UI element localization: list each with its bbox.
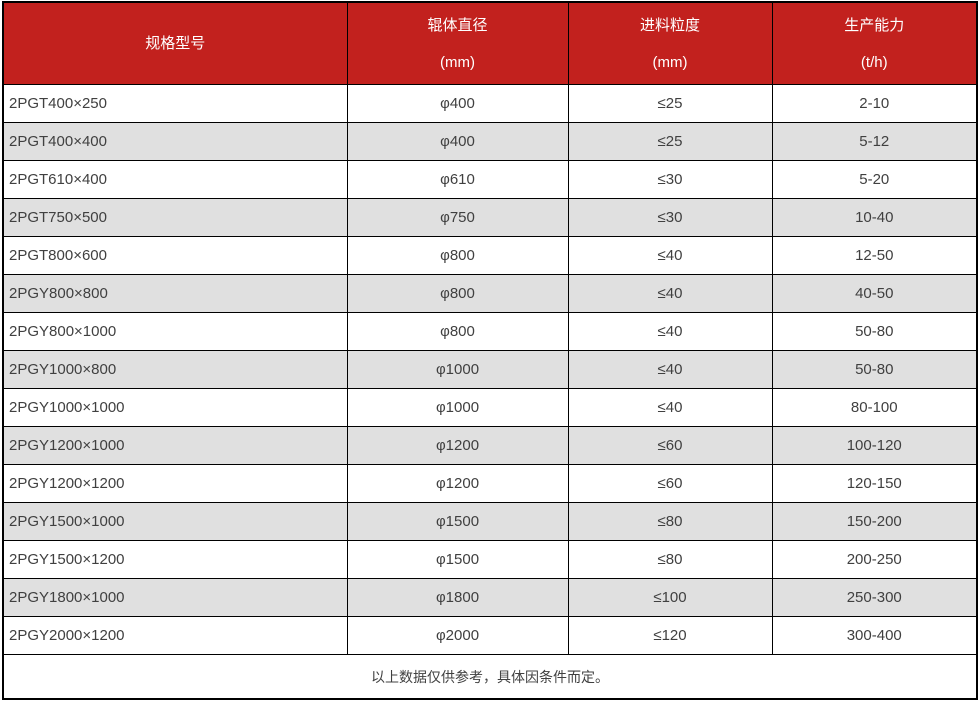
value-cell: 120-150 (771, 464, 978, 503)
table-row: 2PGY800×800 φ800 ≤40 40-50 (2, 274, 978, 313)
value-cell: ≤60 (567, 464, 773, 503)
table-row: 2PGT400×250 φ400 ≤25 2-10 (2, 84, 978, 123)
value-cell: 200-250 (771, 540, 978, 579)
value-cell: ≤25 (567, 84, 773, 123)
column-unit: (mm) (652, 53, 688, 71)
spec-table-body: 2PGT400×250 φ400 ≤25 2-10 2PGT400×400 φ400 ≤25… (2, 84, 978, 655)
value-cell: φ1500 (346, 540, 569, 579)
value-cell: ≤40 (567, 312, 773, 351)
table-row: 2PGY2000×1200 φ2000 ≤120 300-400 (2, 616, 978, 655)
footnote-row: 以上数据仅供参考，具体因条件而定。 (2, 654, 978, 700)
value-cell: ≤40 (567, 388, 773, 427)
table-row: 2PGY1800×1000 φ1800 ≤100 250-300 (2, 578, 978, 617)
value-cell: φ400 (346, 84, 569, 123)
table-row: 2PGT750×500 φ750 ≤30 10-40 (2, 198, 978, 237)
value-cell: φ750 (346, 198, 569, 237)
column-unit: (mm) (440, 53, 475, 71)
column-header-capacity: 生产能力 (t/h) (771, 1, 978, 85)
value-cell: φ800 (346, 312, 569, 351)
value-cell: 5-20 (771, 160, 978, 199)
column-header-model: 规格型号 (2, 1, 348, 85)
value-cell: 80-100 (771, 388, 978, 427)
model-cell: 2PGY1500×1000 (2, 502, 348, 541)
value-cell: 2-10 (771, 84, 978, 123)
model-cell: 2PGY1800×1000 (2, 578, 348, 617)
column-title: 进料粒度 (639, 16, 700, 34)
table-header: 规格型号 辊体直径 (mm) 进料粒度 (mm) 生产能力 (t/h) (2, 1, 978, 85)
model-cell: 2PGY1000×1000 (2, 388, 348, 427)
table-row: 2PGY800×1000 φ800 ≤40 50-80 (2, 312, 978, 351)
value-cell: φ610 (346, 160, 569, 199)
model-cell: 2PGY2000×1200 (2, 616, 348, 655)
model-cell: 2PGY1200×1200 (2, 464, 348, 503)
value-cell: φ400 (346, 122, 569, 161)
value-cell: φ2000 (346, 616, 569, 655)
value-cell: ≤120 (567, 616, 773, 655)
table-row: 2PGT610×400 φ610 ≤30 5-20 (2, 160, 978, 199)
table-row: 2PGY1500×1200 φ1500 ≤80 200-250 (2, 540, 978, 579)
value-cell: ≤25 (567, 122, 773, 161)
value-cell: ≤80 (567, 540, 773, 579)
value-cell: ≤80 (567, 502, 773, 541)
value-cell: φ1500 (346, 502, 569, 541)
value-cell: φ1800 (346, 578, 569, 617)
model-cell: 2PGT750×500 (2, 198, 348, 237)
column-title: 规格型号 (145, 35, 206, 52)
table-row: 2PGY1200×1000 φ1200 ≤60 100-120 (2, 426, 978, 465)
column-header-feed-size: 进料粒度 (mm) (567, 1, 773, 85)
value-cell: φ1200 (346, 426, 569, 465)
column-title: 辊体直径 (427, 16, 488, 34)
value-cell: 5-12 (771, 122, 978, 161)
value-cell: 300-400 (771, 616, 978, 655)
model-cell: 2PGY1000×800 (2, 350, 348, 389)
value-cell: ≤40 (567, 274, 773, 313)
value-cell: ≤60 (567, 426, 773, 465)
value-cell: φ1000 (346, 350, 569, 389)
value-cell: 50-80 (771, 350, 978, 389)
table-footer: 以上数据仅供参考，具体因条件而定。 (2, 654, 978, 700)
model-cell: 2PGY1500×1200 (2, 540, 348, 579)
column-header-roller-diameter: 辊体直径 (mm) (346, 1, 569, 85)
value-cell: ≤40 (567, 236, 773, 275)
model-cell: 2PGT800×600 (2, 236, 348, 275)
value-cell: 100-120 (771, 426, 978, 465)
table-row: 2PGY1000×800 φ1000 ≤40 50-80 (2, 350, 978, 389)
value-cell: ≤30 (567, 160, 773, 199)
table-row: 2PGT800×600 φ800 ≤40 12-50 (2, 236, 978, 275)
table-row: 2PGY1200×1200 φ1200 ≤60 120-150 (2, 464, 978, 503)
table-row: 2PGY1500×1000 φ1500 ≤80 150-200 (2, 502, 978, 541)
footnote-text: 以上数据仅供参考，具体因条件而定。 (2, 654, 978, 700)
value-cell: 250-300 (771, 578, 978, 617)
model-cell: 2PGY1200×1000 (2, 426, 348, 465)
value-cell: 12-50 (771, 236, 978, 275)
model-cell: 2PGT400×250 (2, 84, 348, 123)
value-cell: ≤40 (567, 350, 773, 389)
value-cell: 40-50 (771, 274, 978, 313)
table-row: 2PGT400×400 φ400 ≤25 5-12 (2, 122, 978, 161)
header-row: 规格型号 辊体直径 (mm) 进料粒度 (mm) 生产能力 (t/h) (2, 1, 978, 85)
value-cell: 10-40 (771, 198, 978, 237)
value-cell: 150-200 (771, 502, 978, 541)
value-cell: φ800 (346, 236, 569, 275)
value-cell: 50-80 (771, 312, 978, 351)
value-cell: φ800 (346, 274, 569, 313)
model-cell: 2PGT610×400 (2, 160, 348, 199)
model-cell: 2PGY800×800 (2, 274, 348, 313)
value-cell: ≤100 (567, 578, 773, 617)
value-cell: φ1000 (346, 388, 569, 427)
value-cell: ≤30 (567, 198, 773, 237)
table-row: 2PGY1000×1000 φ1000 ≤40 80-100 (2, 388, 978, 427)
value-cell: φ1200 (346, 464, 569, 503)
model-cell: 2PGT400×400 (2, 122, 348, 161)
column-unit: (t/h) (860, 53, 888, 71)
model-cell: 2PGY800×1000 (2, 312, 348, 351)
column-title: 生产能力 (844, 16, 905, 34)
